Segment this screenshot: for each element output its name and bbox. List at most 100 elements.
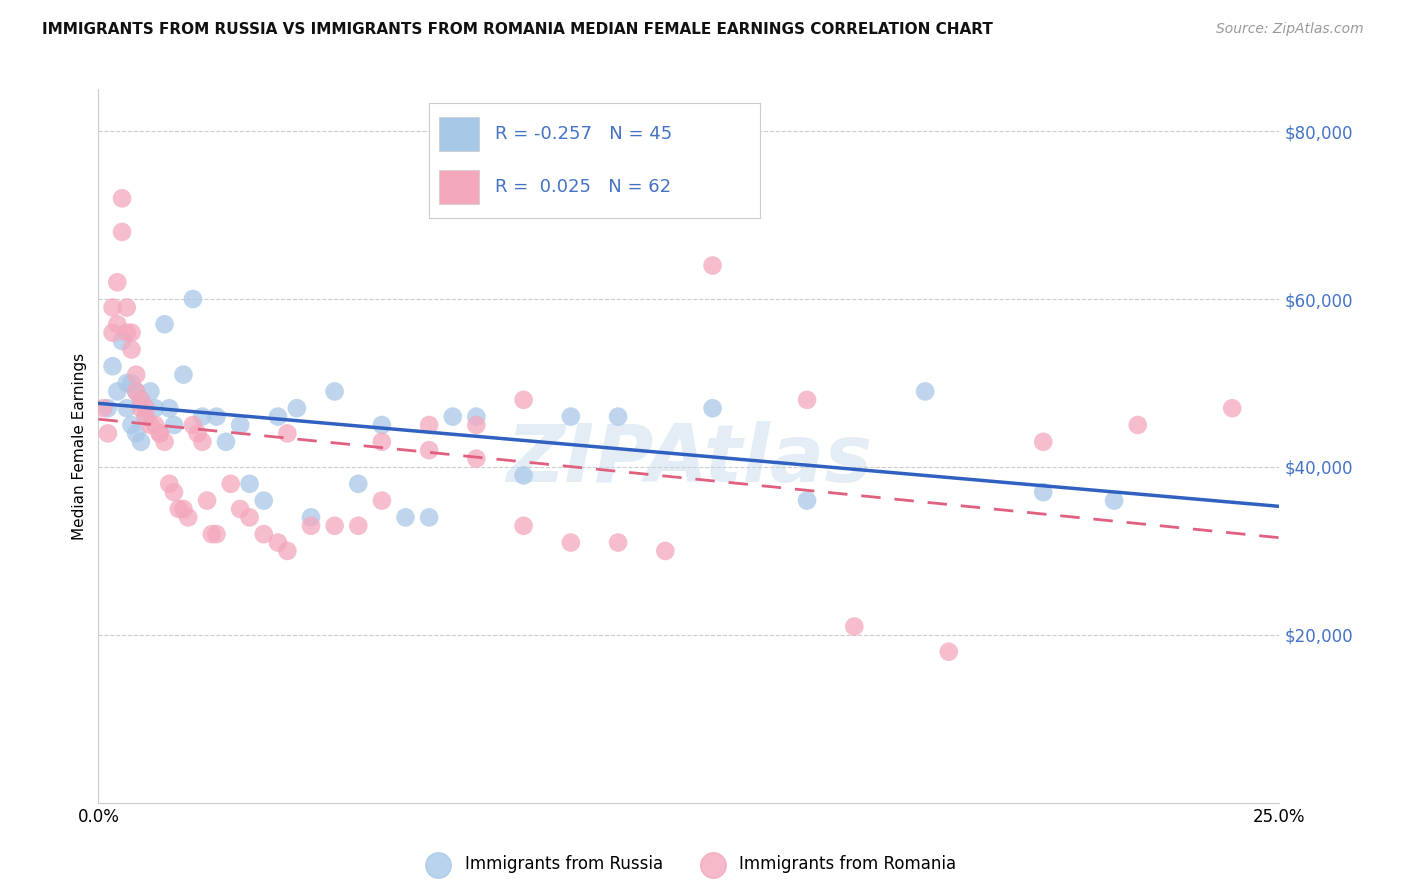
Point xyxy=(125,368,148,382)
Point xyxy=(1220,401,1243,416)
Point xyxy=(115,301,138,315)
Point xyxy=(844,619,866,633)
Point xyxy=(115,401,138,416)
Point xyxy=(101,326,124,340)
Point xyxy=(418,443,440,458)
Point xyxy=(512,392,534,407)
Point xyxy=(125,384,148,399)
Point xyxy=(418,510,440,524)
Point xyxy=(796,392,818,407)
Point xyxy=(111,225,134,239)
Point xyxy=(172,502,194,516)
Point xyxy=(167,502,190,516)
Point xyxy=(323,384,346,399)
Point xyxy=(129,434,152,449)
Text: Source: ZipAtlas.com: Source: ZipAtlas.com xyxy=(1216,22,1364,37)
Point xyxy=(560,535,582,549)
Point xyxy=(181,292,204,306)
Text: IMMIGRANTS FROM RUSSIA VS IMMIGRANTS FROM ROMANIA MEDIAN FEMALE EARNINGS CORRELA: IMMIGRANTS FROM RUSSIA VS IMMIGRANTS FRO… xyxy=(42,22,993,37)
Point xyxy=(163,485,186,500)
Point xyxy=(239,476,262,491)
Point xyxy=(299,510,322,524)
Point xyxy=(97,401,120,416)
Point xyxy=(607,535,630,549)
Point xyxy=(135,401,157,416)
Point xyxy=(121,343,143,357)
Point xyxy=(441,409,464,424)
Y-axis label: Median Female Earnings: Median Female Earnings xyxy=(72,352,87,540)
Point xyxy=(153,318,176,332)
Point xyxy=(465,409,488,424)
Point xyxy=(191,409,214,424)
Point xyxy=(139,417,162,432)
Point xyxy=(181,417,204,432)
Point xyxy=(135,409,157,424)
Point xyxy=(111,334,134,348)
Point xyxy=(253,493,276,508)
Point xyxy=(172,368,194,382)
Point xyxy=(153,434,176,449)
Point xyxy=(149,426,172,441)
Point xyxy=(1032,485,1054,500)
Point xyxy=(121,417,143,432)
Point xyxy=(187,426,209,441)
Point xyxy=(267,535,290,549)
Point xyxy=(1032,434,1054,449)
Point xyxy=(702,259,724,273)
Text: ZIPAtlas: ZIPAtlas xyxy=(506,421,872,500)
Point xyxy=(115,326,138,340)
Point xyxy=(143,417,166,432)
Point xyxy=(347,476,370,491)
Point xyxy=(121,326,143,340)
Point xyxy=(347,518,370,533)
Point xyxy=(654,544,676,558)
Point xyxy=(371,434,394,449)
Point xyxy=(394,510,416,524)
Point xyxy=(135,401,157,416)
Legend: Immigrants from Russia, Immigrants from Romania: Immigrants from Russia, Immigrants from … xyxy=(415,849,963,880)
Point xyxy=(125,384,148,399)
Point xyxy=(195,493,218,508)
Point xyxy=(105,275,128,289)
Point xyxy=(219,476,242,491)
Point xyxy=(101,301,124,315)
Point xyxy=(143,401,166,416)
Point xyxy=(135,409,157,424)
Point xyxy=(129,392,152,407)
Point xyxy=(938,645,960,659)
Point xyxy=(139,384,162,399)
Point xyxy=(129,401,152,416)
Point xyxy=(267,409,290,424)
Point xyxy=(125,426,148,441)
Point xyxy=(285,401,308,416)
Point xyxy=(702,401,724,416)
Point xyxy=(191,434,214,449)
Point xyxy=(215,434,238,449)
Point xyxy=(299,518,322,533)
Point xyxy=(105,384,128,399)
Point xyxy=(101,359,124,374)
Point xyxy=(129,392,152,407)
Point xyxy=(115,376,138,390)
Point xyxy=(149,426,172,441)
Point xyxy=(607,409,630,424)
Point xyxy=(371,493,394,508)
Point xyxy=(105,318,128,332)
Point xyxy=(418,417,440,432)
Point xyxy=(177,510,200,524)
Point xyxy=(205,527,228,541)
Point xyxy=(229,502,252,516)
Point xyxy=(560,409,582,424)
Point xyxy=(1126,417,1149,432)
Point xyxy=(512,518,534,533)
Point xyxy=(323,518,346,533)
Point xyxy=(796,493,818,508)
Point xyxy=(97,426,120,441)
Point xyxy=(253,527,276,541)
Point xyxy=(1102,493,1125,508)
Point xyxy=(371,417,394,432)
Point xyxy=(157,476,180,491)
Point xyxy=(276,426,298,441)
Point xyxy=(201,527,224,541)
Point xyxy=(512,468,534,483)
